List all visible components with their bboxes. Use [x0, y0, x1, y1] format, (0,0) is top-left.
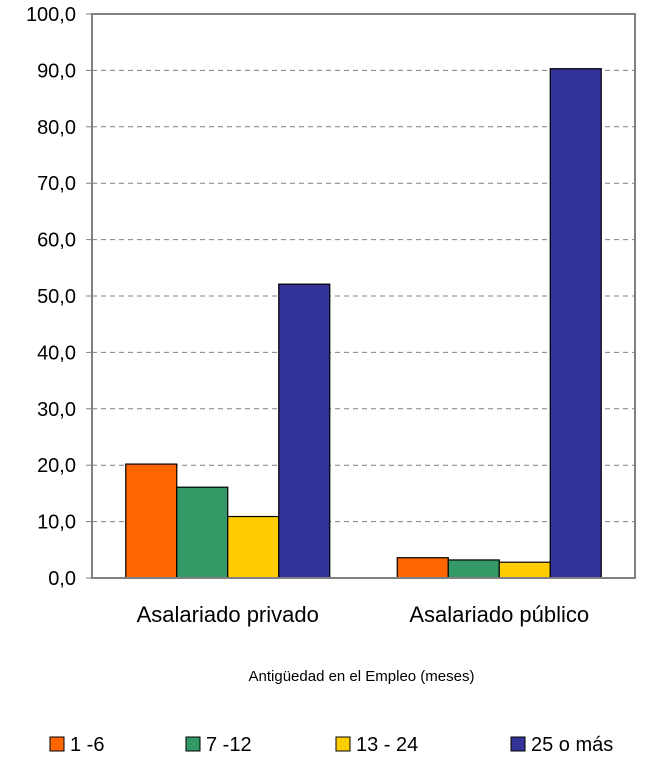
legend-swatch [335, 736, 351, 752]
y-tick-label: 60,0 [37, 230, 76, 252]
bar-1-6 [125, 463, 178, 579]
legend-label: 1 -6 [70, 734, 104, 756]
bar-25-o-m-s [278, 283, 331, 579]
y-tick-label: 100,0 [26, 4, 76, 26]
legend-label: 25 o más [531, 734, 613, 756]
y-tick-label: 30,0 [37, 399, 76, 421]
x-category-label: Asalariado público [409, 602, 589, 627]
y-tick-label: 80,0 [37, 117, 76, 139]
legend-swatch [510, 736, 526, 752]
bar-7-12 [447, 559, 500, 579]
x-axis-categories: Asalariado privado Asalariado público [137, 602, 590, 627]
y-tick-label: 70,0 [37, 173, 76, 195]
legend-swatch [49, 736, 65, 752]
y-tick-label: 40,0 [37, 342, 76, 364]
bar-25-o-m-s [549, 68, 602, 579]
y-tick-label: 20,0 [37, 455, 76, 477]
legend-label: 7 -12 [206, 734, 252, 756]
bar-1-6 [396, 557, 449, 579]
legend: 1 -6 7 -12 13 - 24 25 o más [49, 734, 613, 756]
y-tick-label: 10,0 [37, 512, 76, 534]
legend-label: 13 - 24 [356, 734, 418, 756]
y-tick-label: 90,0 [37, 60, 76, 82]
y-tick-label: 0,0 [48, 568, 76, 590]
bars [125, 68, 602, 579]
bar-13-24 [227, 515, 280, 579]
gridlines [92, 69, 635, 523]
x-category-label: Asalariado privado [137, 602, 319, 627]
y-tick-label: 50,0 [37, 286, 76, 308]
y-axis-ticks: 0,0 10,0 20,0 30,0 40,0 50,0 60,0 70,0 80,0 90,0 1… [26, 4, 92, 590]
legend-swatch [185, 736, 201, 752]
x-axis-title: Antigüedad en el Empleo (meses) [249, 668, 475, 685]
bar-13-24 [498, 561, 551, 579]
bar-7-12 [176, 486, 229, 579]
